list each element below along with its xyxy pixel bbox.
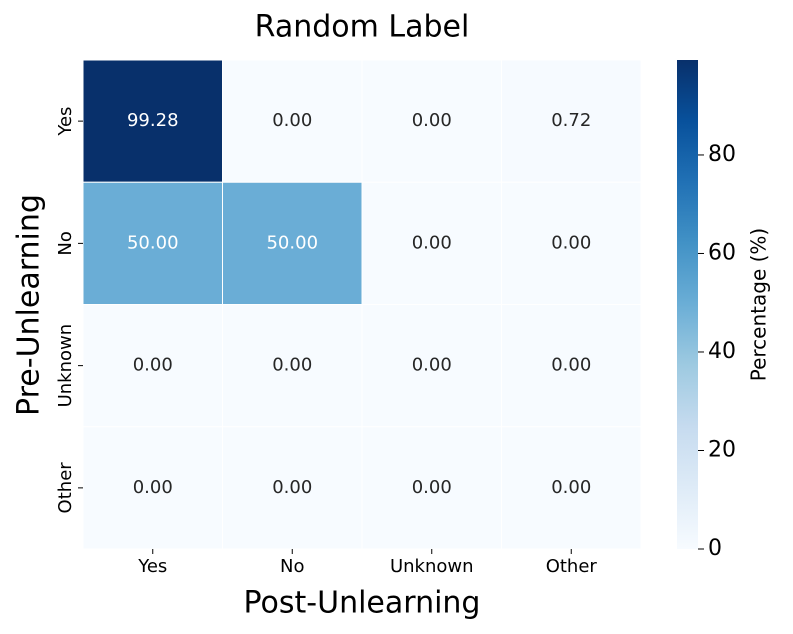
heatmap-cell — [82, 59, 223, 183]
cell-label: 50.00 — [127, 232, 179, 253]
cell-label: 0.00 — [412, 355, 452, 376]
cell-label: 0.00 — [272, 110, 312, 131]
cell-label: 0.00 — [412, 110, 452, 131]
heatmap-cell — [501, 304, 642, 428]
x-tick-label: Unknown — [390, 556, 474, 577]
heatmap-cell — [222, 304, 363, 428]
colorbar-tick-label: 20 — [708, 437, 736, 462]
heatmap-cell — [361, 59, 502, 183]
heatmap-cell — [222, 426, 363, 550]
cell-label: 0.00 — [412, 477, 452, 498]
cell-label: 0.00 — [133, 477, 173, 498]
heatmap-cell — [501, 181, 642, 305]
colorbar-tick-label: 0 — [708, 536, 722, 561]
chart-title: Random Label — [255, 10, 470, 45]
heatmap-cell — [82, 426, 223, 550]
heatmap-cell — [222, 59, 363, 183]
cell-label: 0.00 — [133, 355, 173, 376]
y-tick-label: Other — [55, 462, 76, 514]
colorbar-title: Percentage (%) — [747, 228, 771, 381]
x-tick-label: No — [280, 556, 304, 577]
cell-label: 50.00 — [266, 232, 318, 253]
colorbar — [677, 60, 698, 549]
x-tick-label: Yes — [137, 556, 167, 577]
y-tick-label: Unknown — [55, 324, 76, 408]
cell-label: 0.00 — [412, 232, 452, 253]
colorbar-tick-label: 80 — [708, 142, 736, 167]
cell-label: 99.28 — [127, 110, 179, 131]
colorbar-tick-label: 60 — [708, 240, 736, 265]
y-tick-label: No — [55, 231, 76, 255]
x-tick-label: Other — [546, 556, 598, 577]
heatmap-cell — [501, 59, 642, 183]
heatmap-cell — [82, 181, 223, 305]
cell-label: 0.72 — [551, 110, 591, 131]
cell-label: 0.00 — [272, 355, 312, 376]
y-tick-label: Yes — [55, 107, 76, 137]
cell-label: 0.00 — [551, 355, 591, 376]
heatmap-cell — [222, 181, 363, 305]
cell-label: 0.00 — [551, 232, 591, 253]
colorbar-tick-label: 40 — [708, 339, 736, 364]
cell-label: 0.00 — [551, 477, 591, 498]
y-axis-title: Pre-Unlearning — [12, 194, 47, 416]
heatmap-cell — [501, 426, 642, 550]
x-axis-title: Post-Unlearning — [244, 586, 481, 621]
heatmap-cell — [361, 426, 502, 550]
cell-label: 0.00 — [272, 477, 312, 498]
